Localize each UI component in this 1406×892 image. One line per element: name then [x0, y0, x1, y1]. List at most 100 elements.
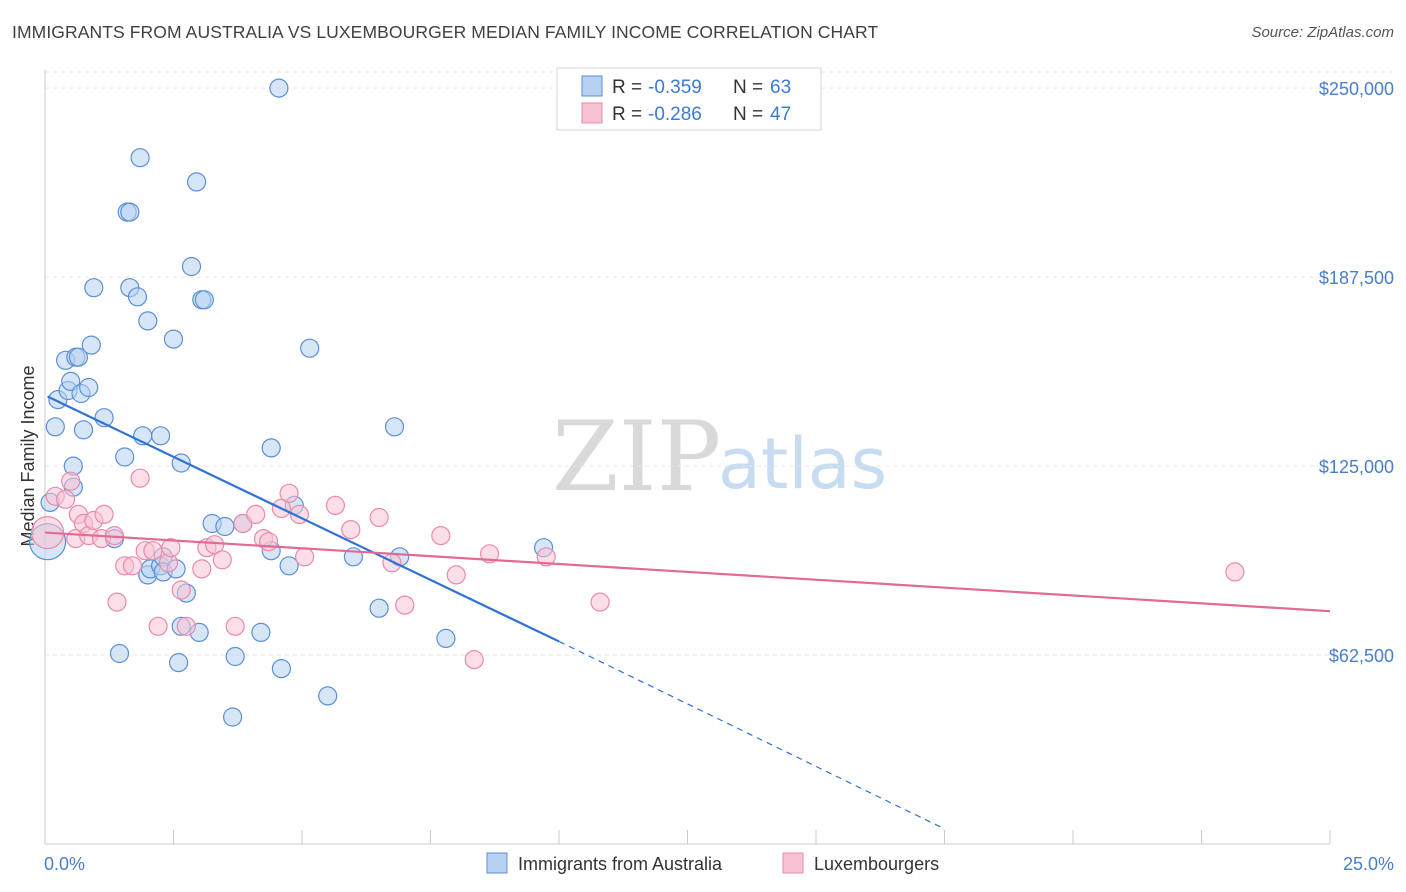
data-point-pink — [225, 616, 245, 636]
data-point-blue — [169, 652, 189, 673]
data-point-pink — [431, 525, 451, 546]
data-point-blue — [300, 338, 320, 358]
data-point-pink — [148, 616, 168, 636]
legend-swatch-pink — [581, 102, 603, 124]
data-point-pink — [279, 483, 299, 503]
data-point-blue — [84, 278, 104, 298]
data-point-pink — [1225, 562, 1245, 582]
y-tick-label: $62,500 — [1329, 646, 1394, 666]
y-tick-label: $125,000 — [1319, 457, 1394, 477]
data-point-blue — [81, 335, 101, 355]
data-point-pink — [61, 471, 81, 491]
series-immigrants-from-australia — [28, 78, 554, 727]
legend-n-value-pink: 47 — [770, 104, 791, 125]
y-tick-label: $187,500 — [1319, 268, 1394, 288]
data-point-pink — [590, 592, 610, 612]
data-point-pink — [464, 649, 484, 670]
data-point-pink — [212, 550, 232, 570]
data-point-blue — [130, 148, 150, 168]
data-point-blue — [73, 420, 94, 440]
data-point-pink — [122, 556, 142, 576]
legend-r-label-pink: R = — [612, 104, 642, 125]
trend-line-blue — [47, 395, 560, 643]
data-point-pink — [369, 507, 389, 528]
data-point-blue — [181, 256, 202, 277]
data-point-blue — [225, 646, 245, 667]
data-point-pink — [176, 616, 196, 636]
stats-legend: R = -0.359 N = 63 R = -0.286 N = 47 — [556, 67, 822, 131]
data-point-blue — [251, 622, 271, 643]
data-point-blue — [269, 78, 289, 98]
data-point-pink — [259, 532, 279, 552]
data-point-pink — [161, 538, 181, 558]
gridlines — [45, 71, 1395, 656]
data-point-blue — [223, 707, 243, 727]
data-point-blue — [271, 658, 291, 679]
x-ticks — [173, 830, 1331, 844]
watermark-atlas: atlas — [718, 423, 887, 505]
data-point-blue — [45, 417, 65, 437]
legend-r-value-pink: -0.286 — [648, 104, 702, 125]
data-point-pink — [295, 547, 315, 567]
series-legend-swatch-pink — [782, 852, 804, 874]
data-point-blue — [384, 417, 405, 437]
series-luxembourgers — [30, 468, 1245, 670]
legend-swatch-blue — [581, 75, 603, 97]
data-point-pink — [246, 504, 266, 525]
data-point-blue — [163, 329, 184, 349]
data-point-pink — [143, 541, 163, 561]
data-point-pink — [536, 547, 556, 567]
legend-n-label-pink: N = — [733, 104, 763, 125]
watermark: ZIP atlas — [552, 401, 887, 513]
y-tick-label: $250,000 — [1319, 79, 1394, 99]
data-point-blue — [127, 287, 148, 307]
legend-r-label-blue: R = — [612, 77, 642, 98]
legend-n-label-blue: N = — [733, 77, 763, 98]
trend-line-pink — [44, 531, 1331, 613]
data-point-pink — [205, 535, 225, 555]
data-point-blue — [109, 643, 130, 664]
data-point-blue — [115, 447, 135, 467]
data-point-pink — [395, 595, 415, 615]
data-point-pink — [382, 553, 402, 573]
trend-lines — [44, 395, 1331, 830]
x-tick-label-max: 25.0% — [1343, 854, 1394, 874]
chart-title: IMMIGRANTS FROM AUSTRALIA VS LUXEMBOURGE… — [12, 22, 879, 42]
data-point-blue — [318, 686, 338, 706]
data-point-blue — [261, 438, 281, 458]
data-point-blue — [79, 377, 99, 398]
y-tick-labels: $62,500 $125,000 $187,500 $250,000 — [1319, 79, 1394, 666]
data-point-pink — [480, 544, 500, 564]
data-point-blue — [120, 202, 140, 222]
data-point-blue — [138, 311, 158, 331]
data-point-blue — [279, 556, 299, 576]
x-tick-label-min: 0.0% — [44, 854, 85, 874]
data-point-pink — [94, 504, 114, 525]
data-point-pink — [55, 489, 76, 509]
series-legend-label-pink: Luxembourgers — [814, 854, 939, 874]
data-point-blue — [187, 172, 207, 192]
y-axis-label: Median Family Income — [18, 365, 38, 546]
data-point-blue — [215, 516, 235, 537]
series-legend-swatch-blue — [486, 852, 508, 874]
data-point-pink — [107, 592, 127, 612]
data-point-pink — [446, 565, 466, 585]
data-point-pink — [192, 559, 212, 579]
data-point-blue — [436, 628, 456, 649]
data-point-pink — [130, 468, 150, 488]
data-point-blue — [151, 426, 171, 446]
legend-r-value-blue: -0.359 — [648, 77, 702, 98]
series-legend-label-blue: Immigrants from Australia — [518, 854, 723, 874]
data-point-blue — [369, 598, 389, 618]
data-point-blue — [68, 347, 89, 367]
data-point-pink — [341, 519, 361, 540]
legend-n-value-blue: 63 — [770, 77, 791, 98]
data-point-pink — [325, 495, 345, 515]
data-point-blue — [194, 290, 214, 310]
data-point-pink — [171, 580, 191, 600]
watermark-zip: ZIP — [552, 401, 721, 513]
trend-line-blue-extension — [558, 640, 945, 830]
source-label: Source: ZipAtlas.com — [1251, 24, 1394, 41]
series-legend: Immigrants from Australia Luxembourgers — [486, 852, 939, 874]
